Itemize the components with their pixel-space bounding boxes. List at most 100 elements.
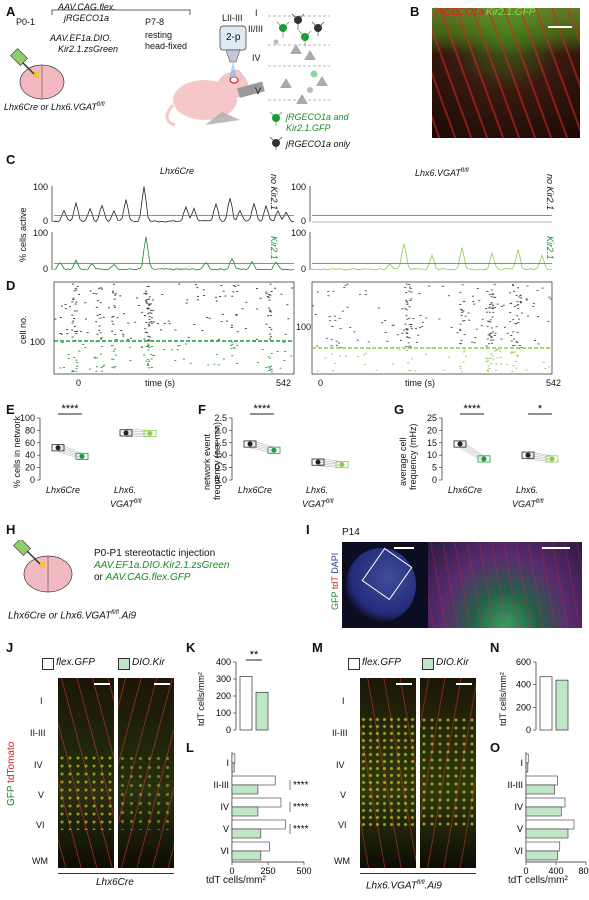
f-pair-line <box>317 460 343 464</box>
j-layer-5: VI <box>36 820 45 830</box>
o-row-label: IV <box>514 802 523 812</box>
j-caption-line <box>58 873 174 874</box>
a-state1: resting <box>145 30 173 40</box>
o-row-label: II-III <box>508 780 524 790</box>
k-ytick-label: 100 <box>216 708 231 718</box>
e-box-kir <box>75 452 89 460</box>
a-state2: head-fixed <box>145 41 188 51</box>
svg-text:0: 0 <box>43 216 48 226</box>
o-bar-flex <box>525 841 561 852</box>
panel-letter-m: M <box>312 640 323 655</box>
j-image-dio <box>118 678 174 868</box>
o-bar-dio <box>525 828 569 839</box>
o-row-label: I <box>520 758 523 768</box>
h-mouse: Lhx6Cre or Lhx6.VGATfl/fl.Ai9 <box>8 610 137 622</box>
l-bar-flex <box>231 841 270 852</box>
svg-text:100: 100 <box>291 182 306 192</box>
f-pair-line <box>317 463 343 467</box>
g-pair-line <box>527 453 553 458</box>
j-legend-flex-swatch <box>42 658 54 670</box>
l-row-label: IV <box>220 802 229 812</box>
m-layer-1: I <box>342 696 345 706</box>
m-layer-6: WM <box>334 856 350 866</box>
e-pair-line <box>57 451 83 460</box>
e-pair-line <box>57 447 83 457</box>
g-box <box>521 451 535 459</box>
l-sig: **** <box>293 824 309 835</box>
panel-cd-traces: 100 0 100 0 100 0 100 0 <box>33 182 553 375</box>
a-p0: P0-1 <box>16 17 36 27</box>
j-layer-3: IV <box>34 760 43 770</box>
a-legend-2: jRGECO1a only <box>286 139 351 149</box>
a-virus2: AAV.EF1a.DIO. <box>50 33 112 43</box>
e-ytick-label: 80 <box>25 425 35 435</box>
o-xtick-label: 0 <box>523 866 528 876</box>
b-image <box>432 8 580 138</box>
m-image-dio <box>420 678 476 868</box>
g-ytick-label: 5 <box>432 463 437 473</box>
svg-text:0: 0 <box>301 216 306 226</box>
e-ytick-label: 100 <box>20 413 35 423</box>
g-point <box>525 452 531 458</box>
e-pair-line <box>125 432 151 434</box>
n-bar <box>539 676 553 731</box>
panel-letter-h: H <box>6 522 16 537</box>
c-left-title: Lhx6Cre <box>160 166 195 176</box>
m-layer-2: II-III <box>332 728 348 738</box>
panel-letter-e: E <box>6 402 15 417</box>
b-red-label: jRGECO1a <box>434 7 485 18</box>
k-ytick-label: 200 <box>216 691 231 701</box>
e-ytick-label: 60 <box>25 438 35 448</box>
g-sig2: * <box>538 403 543 415</box>
e-ytick-label: 20 <box>25 463 35 473</box>
g-box-kir <box>477 455 491 463</box>
svg-text:100: 100 <box>291 228 306 238</box>
l-xtick-label: 250 <box>260 866 275 876</box>
panel-a-schematic <box>10 9 330 150</box>
m-caption: Lhx6.VGATfl/fl.Ai9 <box>366 880 442 892</box>
f-box <box>311 458 325 466</box>
m-legend-flex: flex.GFP <box>362 657 401 668</box>
n-bar <box>555 679 569 731</box>
g-pair-line <box>527 456 553 461</box>
m-caption-line <box>360 873 476 874</box>
j-legend-flex: flex.GFP <box>56 657 95 668</box>
o-row-label: V <box>517 824 523 834</box>
g-pair-line <box>527 454 553 460</box>
panel-letter-n: N <box>490 640 500 655</box>
h-brain-schematic <box>13 540 73 593</box>
g-pair-line <box>459 441 485 458</box>
n-ytick-label: 0 <box>526 725 531 735</box>
j-image-flex <box>58 678 114 868</box>
i-scalebar-left <box>394 547 414 549</box>
g-pair-line <box>459 447 485 463</box>
f-ytick-label: 2.5 <box>214 413 227 423</box>
l-bar-dio <box>231 784 259 795</box>
m-scalebar1 <box>396 683 412 685</box>
a-mouse: Lhx6Cre or Lhx6.VGATfl/fl <box>4 102 105 112</box>
f-sig: **** <box>253 403 271 415</box>
f-pair-line <box>249 447 275 454</box>
l-bar-flex <box>231 775 276 786</box>
panel-letter-b: B <box>410 4 420 19</box>
a-lii: LII-III <box>222 13 243 23</box>
l-row-label: V <box>223 824 229 834</box>
m-layer-5: VI <box>338 820 347 830</box>
e-pair-line <box>125 430 151 433</box>
panel-letter-l: L <box>186 740 194 755</box>
d-x0-left: 0 <box>76 378 82 388</box>
b-scalebar <box>548 26 572 28</box>
f-point-kir <box>339 462 345 468</box>
e-ytick-label: 0 <box>30 475 35 485</box>
d-xend-left: 542 <box>276 378 292 388</box>
f-box-kir <box>267 446 281 454</box>
o-xtick-label: 800 <box>578 866 589 876</box>
a-layer-1: I <box>255 8 258 18</box>
a-layer-2: II/III <box>248 24 264 34</box>
j-layer-2: II-III <box>30 728 46 738</box>
k-bar <box>255 691 269 731</box>
o-xlabel: tdT cells/mm² <box>508 875 568 886</box>
f-group2a: Lhx6. <box>306 485 329 495</box>
c-trace-lhx6-nokir <box>53 186 295 223</box>
o-bar-flex <box>525 753 529 764</box>
